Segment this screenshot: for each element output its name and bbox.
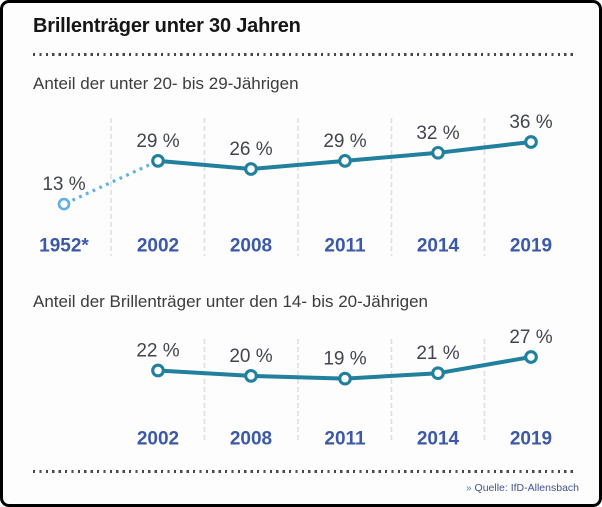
chart1-marker-2014 [431,145,445,160]
chart2-marker-2008 [244,369,258,383]
chart2-value-label-2019: 27 % [509,327,552,348]
chart2-value-label-2014: 21 % [416,343,459,364]
chart1-value-label-2014: 32 % [416,123,459,144]
chart2-value-label-2002: 22 % [136,341,179,362]
chart1-year-label-2019: 2019 [510,236,552,257]
page-title: Brillenträger unter 30 Jahren [33,15,301,37]
dotted-divider-bottom [33,470,576,473]
chart2-year-label-2014: 2014 [417,429,460,450]
chart1-value-label-2002: 29 % [136,131,179,152]
chart1-year-label-2008: 2008 [230,236,272,257]
chart2-marker-2002 [151,363,165,378]
chart1-marker-2019 [524,135,538,149]
source-text: Quelle: IfD-Allensbach [474,482,579,494]
chart2-value-label-2011: 19 % [323,349,366,370]
chart2-line-chart: 22 % 20 % 19 % 21 % 27 % 2002 2008 2011 2014 2019 [136,327,552,450]
chart1-marker-2011 [338,154,352,168]
chart1-line-chart: 13 % 29 % 26 % 29 % 32 % 36 % 1952* 2002 2008 201… [39,112,553,257]
chart1-value-label-1952*: 13 % [42,174,85,195]
source-bullet-icon: » [465,483,472,494]
chart1-marker-2008 [244,162,258,176]
chart1-year-label-2014: 2014 [417,236,460,257]
chart1-year-label-1952*: 1952* [39,236,89,257]
chart2-value-label-2008: 20 % [229,346,272,367]
source-caption: » Quelle: IfD-Allensbach [466,482,579,494]
chart2-year-label-2008: 2008 [230,429,272,450]
chart2-marker-2014 [431,366,445,381]
chart2-year-label-2011: 2011 [324,429,366,450]
chart1-value-label-2011: 29 % [323,131,366,152]
chart2-subtitle: Anteil der Brillenträger unter den 14- b… [33,292,429,311]
chart1-value-label-2019: 36 % [509,112,552,133]
chart2-marker-2019 [524,350,538,364]
chart1-marker-2002 [151,154,165,168]
chart1-year-label-2002: 2002 [137,236,179,257]
chart1-year-label-2011: 2011 [324,236,366,257]
chart1-value-label-2008: 26 % [229,139,272,160]
chart2-year-label-2002: 2002 [137,429,179,450]
dotted-divider-top [33,53,576,56]
chart1-marker-1952* [57,197,71,211]
chart1-subtitle: Anteil der unter 20- bis 29-Jährigen [33,74,299,93]
chart2-marker-2011 [338,371,352,386]
chart2-year-label-2019: 2019 [510,429,552,450]
